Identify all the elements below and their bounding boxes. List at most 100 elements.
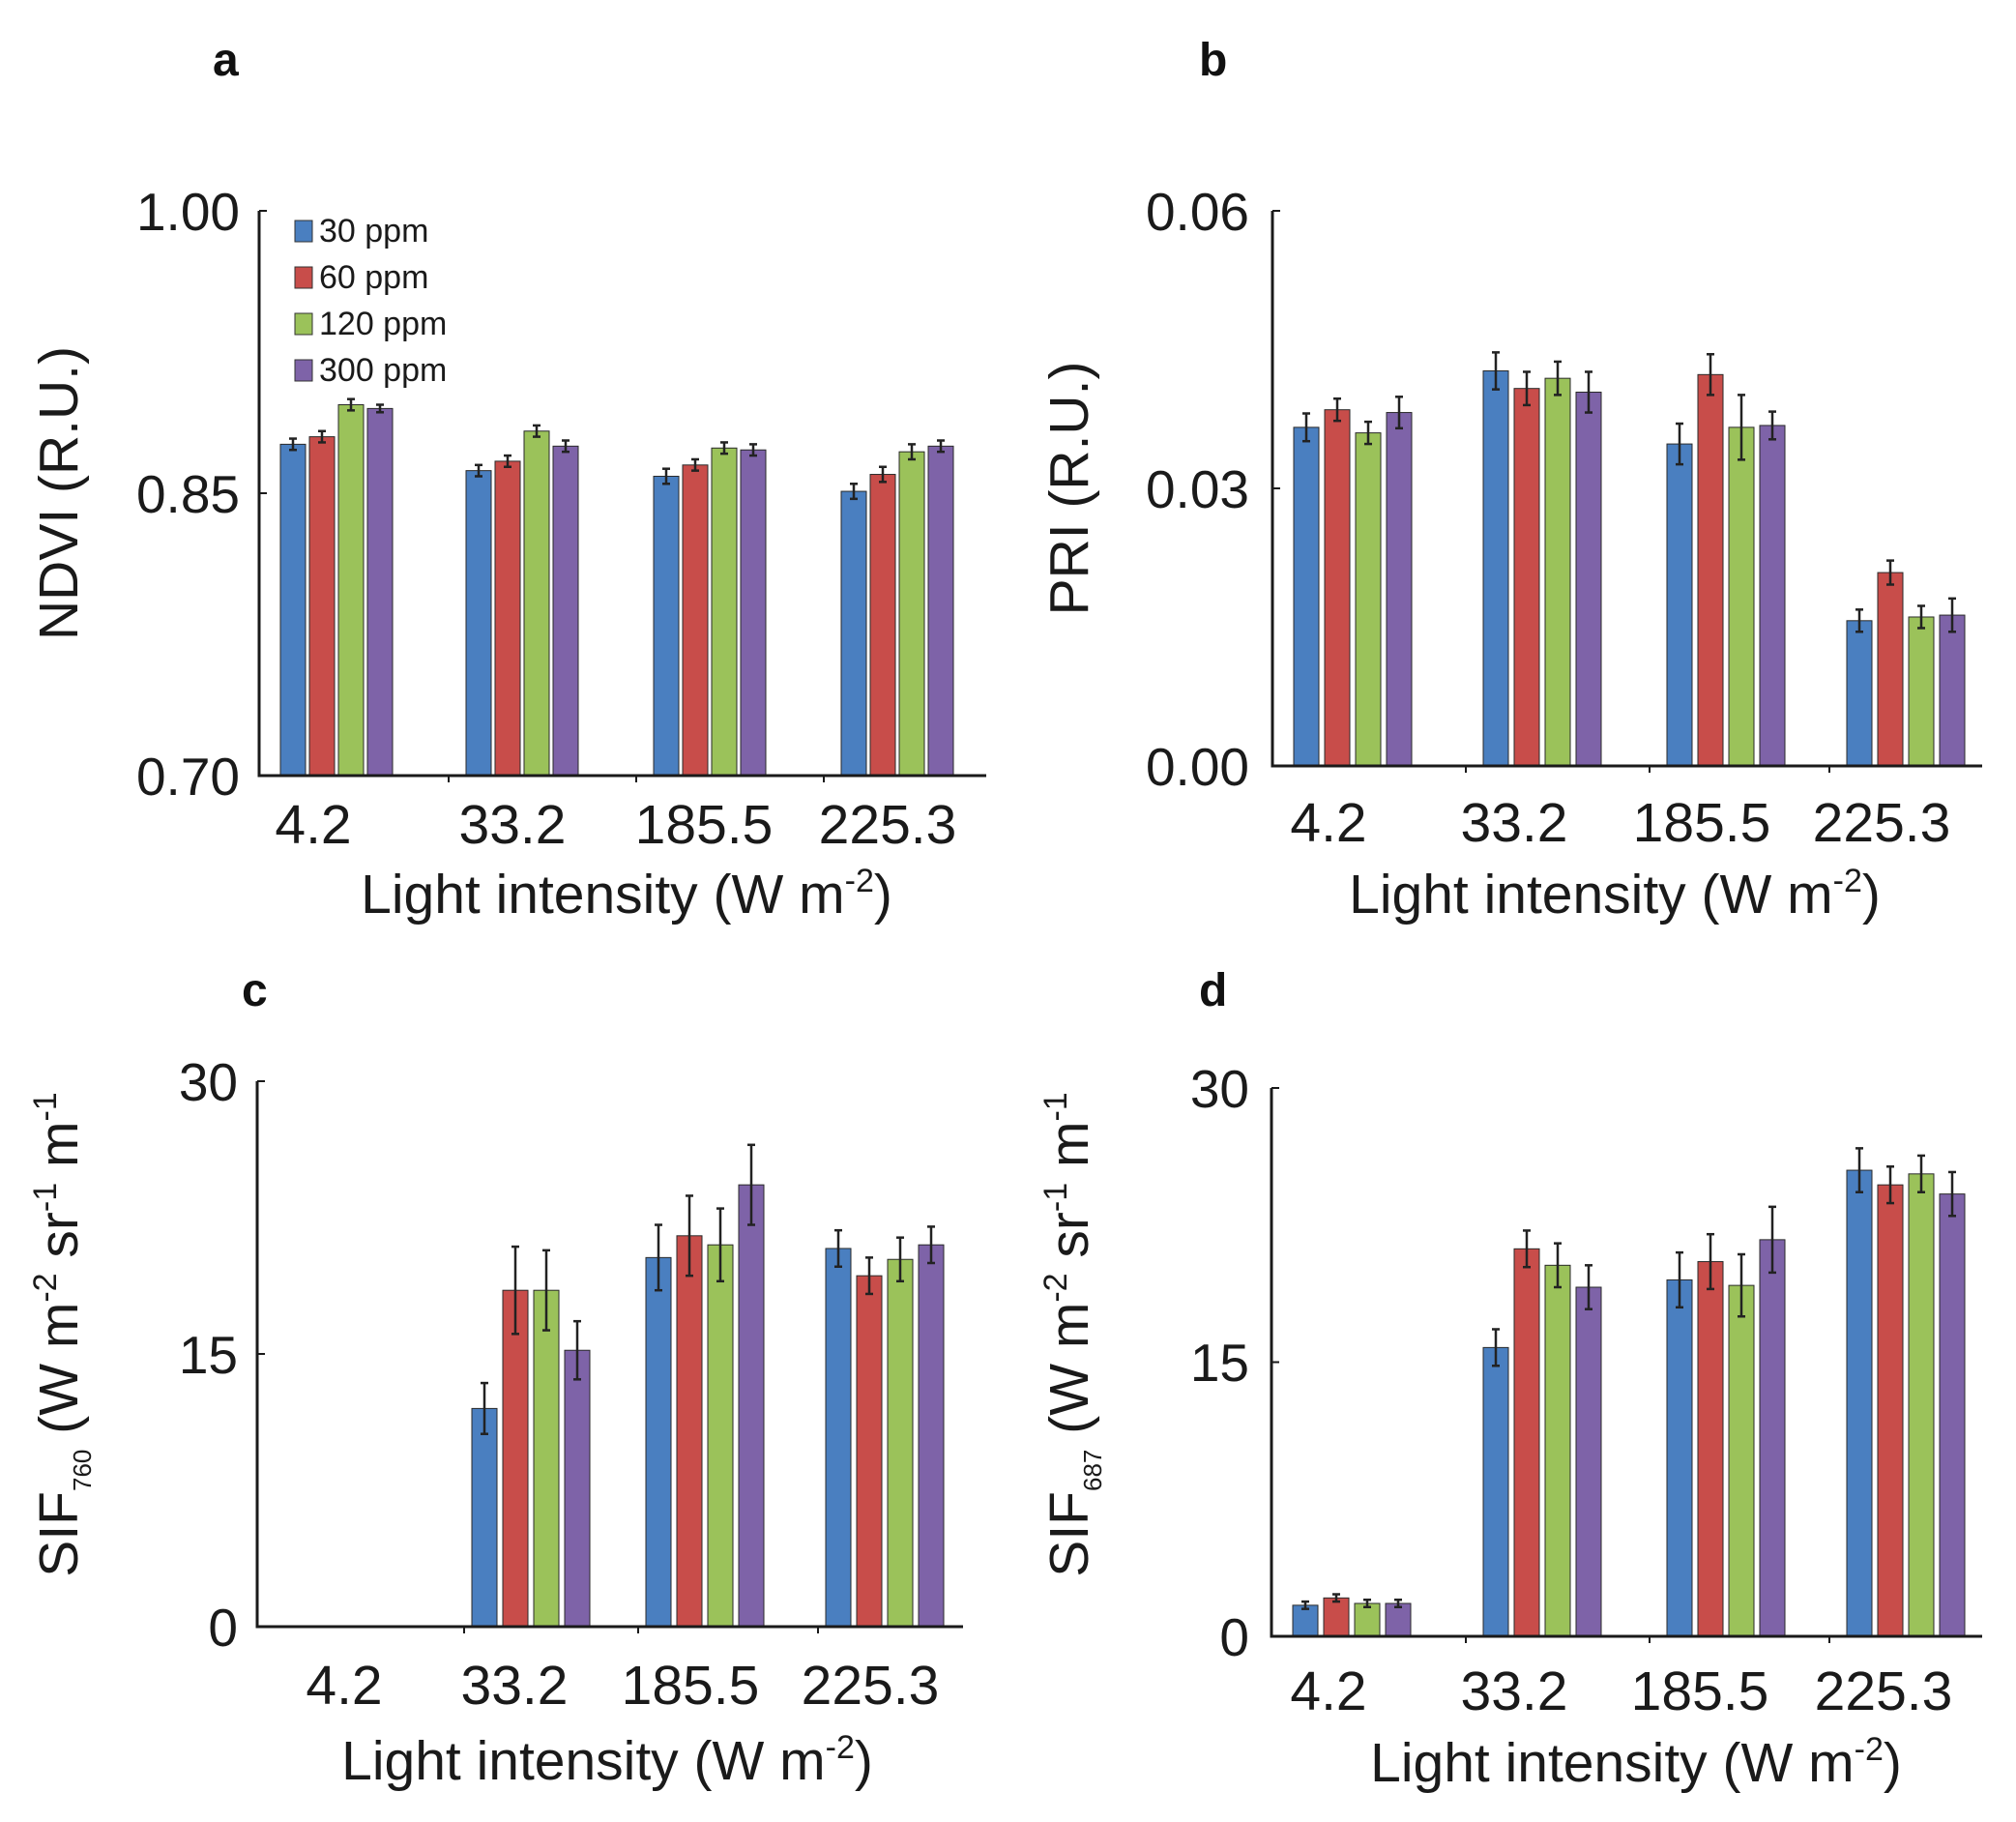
panel-a-bars <box>259 210 954 782</box>
bar-120-ppm-185.5 <box>1728 1284 1755 1637</box>
error-bar <box>1301 1600 1309 1610</box>
bar-60-ppm-185.5 <box>1697 1261 1724 1637</box>
bar-30-ppm-225.3 <box>825 1248 852 1628</box>
y-tick: 30 <box>179 1052 238 1112</box>
x-tick: 33.2 <box>1461 792 1568 854</box>
bar-60-ppm-225.3 <box>856 1275 883 1628</box>
panel-c-x-ticks: 4.2 33.2 185.5 225.3 <box>306 1655 939 1717</box>
bar-30-ppm-4.2 <box>1293 426 1320 767</box>
legend-label: 30 ppm <box>319 213 428 250</box>
error-bar <box>716 1207 724 1283</box>
bar-60-ppm-185.5 <box>682 464 709 777</box>
error-bar <box>1917 1154 1925 1193</box>
legend-label: 120 ppm <box>319 306 447 342</box>
bar-60-ppm-185.5 <box>676 1235 703 1628</box>
error-bar <box>1364 420 1372 446</box>
panel-d-x-ticks: 4.2 33.2 185.5 225.3 <box>1290 1660 1952 1722</box>
error-bar <box>1948 1170 1956 1218</box>
error-bar <box>1738 1252 1745 1318</box>
panel-b-x-label: Light intensity (W m-2) <box>1349 863 1881 926</box>
y-tick: 30 <box>1190 1059 1249 1119</box>
bar-60-ppm-33.2 <box>1513 1248 1540 1637</box>
bar-120-ppm-33.2 <box>1544 377 1571 767</box>
x-tick: 225.3 <box>1813 792 1951 854</box>
bar-300-ppm-33.2 <box>1575 392 1602 767</box>
legend-swatch-300 <box>294 359 313 382</box>
y-tick: 0 <box>1219 1607 1249 1667</box>
x-tick: 185.5 <box>622 1655 760 1717</box>
error-bar <box>850 483 858 501</box>
error-bar <box>1855 608 1863 633</box>
bar-300-ppm-4.2 <box>366 407 394 777</box>
error-bar <box>896 1236 904 1283</box>
bar-60-ppm-33.2 <box>502 1289 529 1628</box>
bar-300-ppm-225.3 <box>1939 1193 1966 1637</box>
bar-30-ppm-185.5 <box>645 1256 672 1628</box>
bar-300-ppm-4.2 <box>1385 1602 1412 1637</box>
x-tick: 4.2 <box>275 794 351 856</box>
error-bar <box>1917 604 1925 630</box>
bar-30-ppm-33.2 <box>465 470 492 777</box>
error-bar <box>1554 360 1562 397</box>
x-tick: 4.2 <box>1290 1660 1366 1722</box>
error-bar <box>1948 597 1956 633</box>
panel-a: a 1.00 0.85 0.70 NDVI (R.U.) 4.2 33.2 18… <box>28 35 986 926</box>
x-tick: 4.2 <box>306 1655 382 1717</box>
panel-d-y-label: SIF687 (W m-2 sr-1 m-1 <box>1037 1092 1107 1576</box>
error-bar <box>481 1381 488 1435</box>
x-tick: 225.3 <box>1815 1660 1953 1722</box>
y-tick: 0.06 <box>1146 182 1249 242</box>
bar-30-ppm-185.5 <box>1666 443 1693 767</box>
bar-300-ppm-4.2 <box>1386 412 1413 767</box>
y-tick: 0.00 <box>1146 737 1249 797</box>
error-bar <box>573 1319 581 1381</box>
error-bar <box>1492 1328 1500 1367</box>
bar-300-ppm-185.5 <box>1759 425 1786 767</box>
error-bar <box>1394 1598 1402 1609</box>
panel-d-y-ticks: 30 15 0 <box>1190 1059 1249 1667</box>
error-bar <box>1585 1264 1592 1310</box>
legend-label: 60 ppm <box>319 259 428 296</box>
error-bar <box>1554 1242 1562 1289</box>
error-bar <box>504 454 511 468</box>
bar-120-ppm-225.3 <box>1908 1173 1935 1637</box>
panel-a-letter: a <box>213 35 239 86</box>
error-bar <box>533 424 541 438</box>
bar-60-ppm-225.3 <box>1877 1184 1904 1637</box>
error-bar <box>747 1143 755 1226</box>
bar-30-ppm-33.2 <box>1482 370 1509 767</box>
bar-120-ppm-225.3 <box>898 451 925 777</box>
x-tick: 33.2 <box>461 1655 569 1717</box>
panel-c-axes <box>255 1081 963 1629</box>
bar-300-ppm-185.5 <box>1759 1239 1786 1637</box>
error-bar <box>686 1194 693 1278</box>
panel-c-x-label: Light intensity (W m-2) <box>341 1729 873 1792</box>
x-tick: 185.5 <box>1631 1660 1769 1722</box>
y-tick: 0 <box>208 1598 238 1658</box>
error-bar <box>937 439 945 454</box>
panel-a-y-label: NDVI (R.U.) <box>28 346 90 640</box>
error-bar <box>749 443 757 457</box>
bar-30-ppm-185.5 <box>653 475 680 777</box>
bar-60-ppm-4.2 <box>308 436 336 777</box>
error-bar <box>1707 353 1714 397</box>
error-bar <box>1395 396 1403 430</box>
panel-d-bars <box>1271 1087 1966 1643</box>
bar-30-ppm-225.3 <box>840 490 867 777</box>
bar-30-ppm-33.2 <box>471 1407 498 1628</box>
bar-60-ppm-225.3 <box>1877 572 1904 767</box>
error-bar <box>542 1249 550 1332</box>
error-bar <box>1738 394 1745 461</box>
error-bar <box>1855 1147 1863 1193</box>
error-bar <box>289 437 297 452</box>
error-bar <box>865 1256 873 1296</box>
bar-60-ppm-185.5 <box>1697 373 1724 767</box>
panel-d-letter: d <box>1199 965 1227 1016</box>
error-bar <box>1886 559 1894 586</box>
error-bar <box>1768 410 1776 441</box>
error-bar <box>1492 351 1500 391</box>
bar-120-ppm-33.2 <box>533 1289 560 1628</box>
bar-120-ppm-185.5 <box>711 447 738 777</box>
error-bar <box>1333 397 1341 423</box>
